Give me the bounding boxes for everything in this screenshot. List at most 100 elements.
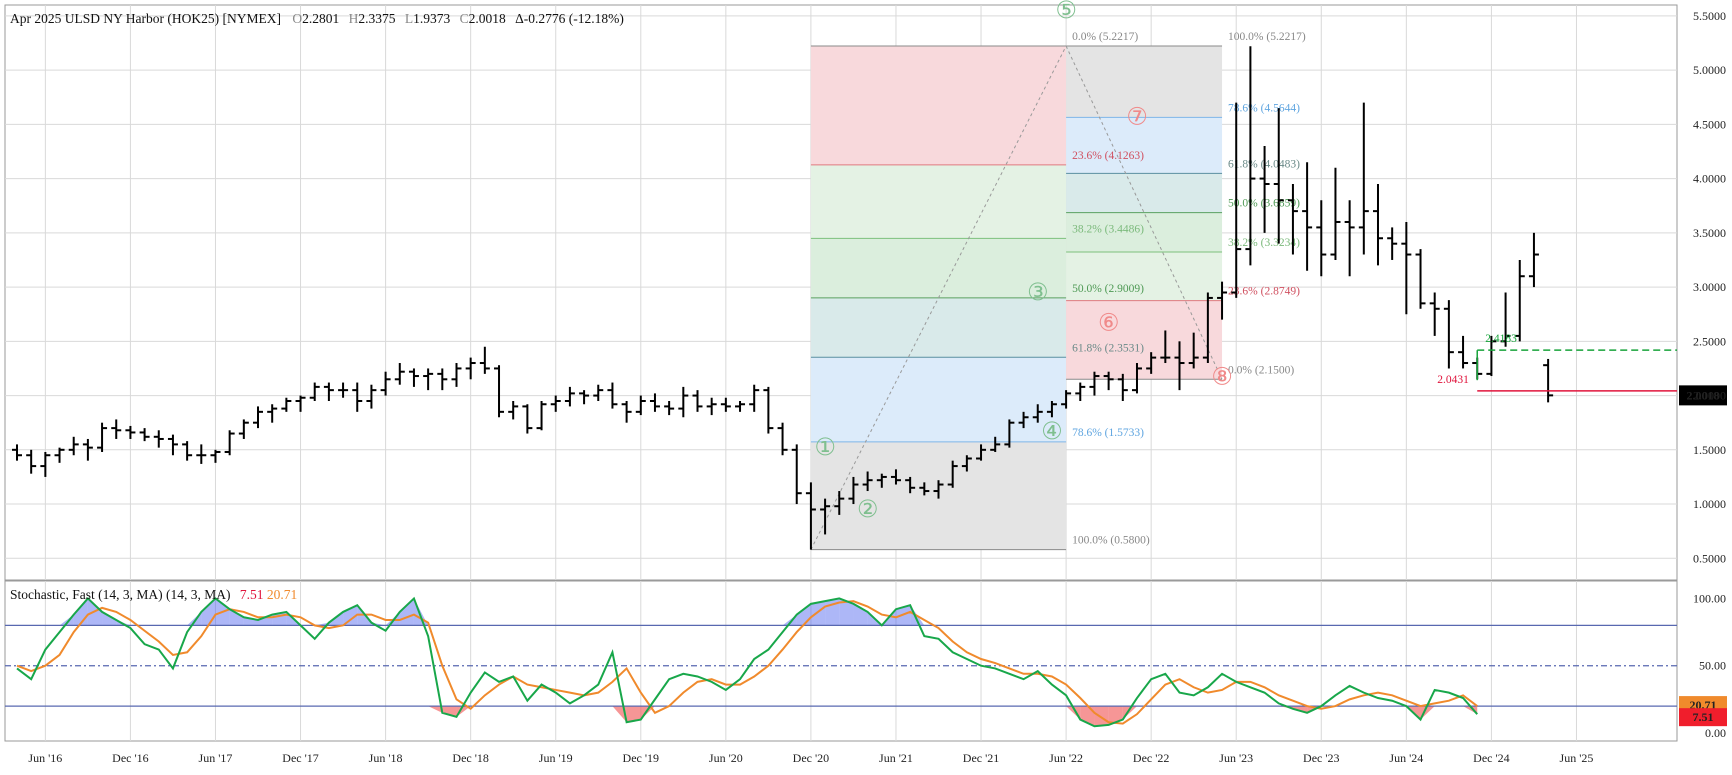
x-tick-label: Dec '16 xyxy=(112,751,148,765)
ohlc-bar xyxy=(125,425,136,439)
ohlc-bar xyxy=(338,382,349,398)
ohlc-bar xyxy=(1500,292,1511,347)
ohlc-bar xyxy=(12,444,22,461)
wave-label: ④ xyxy=(1041,417,1063,445)
high-value: 2.3375 xyxy=(358,11,395,26)
ohlc-bar xyxy=(933,480,944,499)
ohlc-bar xyxy=(635,395,646,416)
x-tick-label: Jun '17 xyxy=(199,751,233,765)
ohlc-bar xyxy=(68,436,79,456)
fib-zone xyxy=(1066,212,1223,252)
ohlc-bar xyxy=(919,482,930,496)
overbought-fill xyxy=(910,605,925,626)
high-key: H xyxy=(349,11,359,26)
y-tick-label: 4.5000 xyxy=(1693,117,1726,131)
ohlc-bar xyxy=(281,397,292,412)
ohlc-bar xyxy=(692,390,703,412)
y-tick-label: 2.0000 xyxy=(1693,389,1726,403)
ohlc-bar xyxy=(1032,404,1043,423)
ohlc-bar xyxy=(451,363,462,387)
ohlc-bar xyxy=(380,371,391,396)
ohlc-bar xyxy=(139,428,150,442)
ohlc-bar xyxy=(1302,162,1313,271)
oversold-fill xyxy=(442,706,457,717)
ohlc-bar xyxy=(961,455,972,472)
ohlc-bar xyxy=(763,386,774,434)
ohlc-bar xyxy=(1075,382,1086,401)
ohlc-bar xyxy=(309,382,320,401)
ohlc-bar xyxy=(1330,167,1341,260)
ohlc-bar xyxy=(97,422,108,452)
ohlc-bar xyxy=(720,397,731,412)
ohlc-bar xyxy=(593,384,604,401)
oversold-fill xyxy=(626,706,641,723)
fib-trendline xyxy=(1065,45,1223,380)
ohlc-bar xyxy=(1443,300,1454,369)
overbought-fill xyxy=(810,601,826,626)
ohlc-bar xyxy=(352,382,363,412)
ohlc-bar xyxy=(735,400,746,412)
ohlc-bar xyxy=(550,395,561,412)
close-key: C xyxy=(460,11,469,26)
ohlc-bar xyxy=(522,404,533,434)
fib-label: 78.6% (4.5644) xyxy=(1228,102,1300,114)
ohlc-bar xyxy=(1004,419,1015,448)
y-tick-label: 5.0000 xyxy=(1693,63,1726,77)
ohlc-bar xyxy=(749,384,760,412)
x-tick-label: Jun '25 xyxy=(1560,751,1594,765)
ohlc-bar xyxy=(210,449,221,463)
fib-label: 38.2% (3.3234) xyxy=(1228,237,1300,249)
fib-label: 78.6% (1.5733) xyxy=(1072,427,1144,439)
fib-zone xyxy=(810,164,1067,239)
fib-label: 23.6% (2.8749) xyxy=(1228,286,1300,298)
ohlc-bar xyxy=(1089,371,1100,396)
indicator-title: Stochastic, Fast (14, 3, MA) (14, 3, MA)… xyxy=(10,587,297,602)
y-tick-label: 2.5000 xyxy=(1693,334,1726,348)
ohlc-bar xyxy=(238,419,249,439)
ohlc-bar xyxy=(820,498,831,535)
oversold-fill xyxy=(612,706,627,723)
oversold-fill xyxy=(428,706,443,713)
ohlc-bar xyxy=(40,451,51,477)
ohlc-bar xyxy=(153,430,164,448)
ohlc-bar xyxy=(1287,184,1298,255)
fib-label: 100.0% (0.5800) xyxy=(1072,535,1150,547)
wave-label: ⑥ xyxy=(1098,308,1120,336)
stochastic-k-line xyxy=(16,596,1478,728)
stochastic-y-label: 50.00 xyxy=(1699,659,1726,673)
ohlc-bar xyxy=(876,473,887,488)
fib-zone xyxy=(810,297,1067,358)
wave-label: ⑧ xyxy=(1211,363,1233,391)
k-value-box-label: 7.51 xyxy=(1693,710,1714,724)
x-tick-label: Dec '21 xyxy=(963,751,999,765)
fib-label: 38.2% (3.4486) xyxy=(1072,223,1144,235)
ohlc-bar xyxy=(1202,292,1213,364)
wave-label: ② xyxy=(857,495,879,523)
ohlc-bar xyxy=(1528,232,1539,288)
overbought-fill xyxy=(314,622,329,626)
stochastic-panel: 20.717.51 xyxy=(5,596,1727,728)
ohlc-bar xyxy=(196,444,207,464)
ohlc-bar xyxy=(82,438,93,461)
k-value-box xyxy=(1679,708,1727,727)
x-tick-label: Dec '18 xyxy=(452,751,488,765)
fib-zone xyxy=(810,46,1067,165)
annotations: ① ② ③ ④ ⑤ ⑥ ⑦ ⑧ 2.4183 2.0431 2.0018 xyxy=(814,0,1727,523)
x-tick-label: Jun '24 xyxy=(1389,751,1423,765)
ohlc-bar xyxy=(182,441,193,461)
oversold-fill xyxy=(456,706,471,717)
ohlc-bar xyxy=(1131,363,1142,394)
open-value: 2.2801 xyxy=(302,11,339,26)
ohlc-bar xyxy=(990,436,1001,452)
chart-header: Apr 2025 ULSD NY Harbor (HOK25) [NYMEX] … xyxy=(10,11,624,26)
ohlc-bars xyxy=(12,46,1554,550)
ohlc-bar xyxy=(1415,249,1426,309)
ohlc-bar xyxy=(253,406,264,429)
ohlc-bar xyxy=(1486,335,1497,377)
fib-zone xyxy=(1066,117,1223,174)
axes: 5.5000 5.0000 4.5000 4.0000 3.5000 3.0000 2.50… xyxy=(28,9,1726,765)
instrument-title: Apr 2025 ULSD NY Harbor (HOK25) [NYMEX] xyxy=(10,11,281,26)
ohlc-bar xyxy=(621,400,632,423)
ohlc-bar xyxy=(579,390,590,405)
